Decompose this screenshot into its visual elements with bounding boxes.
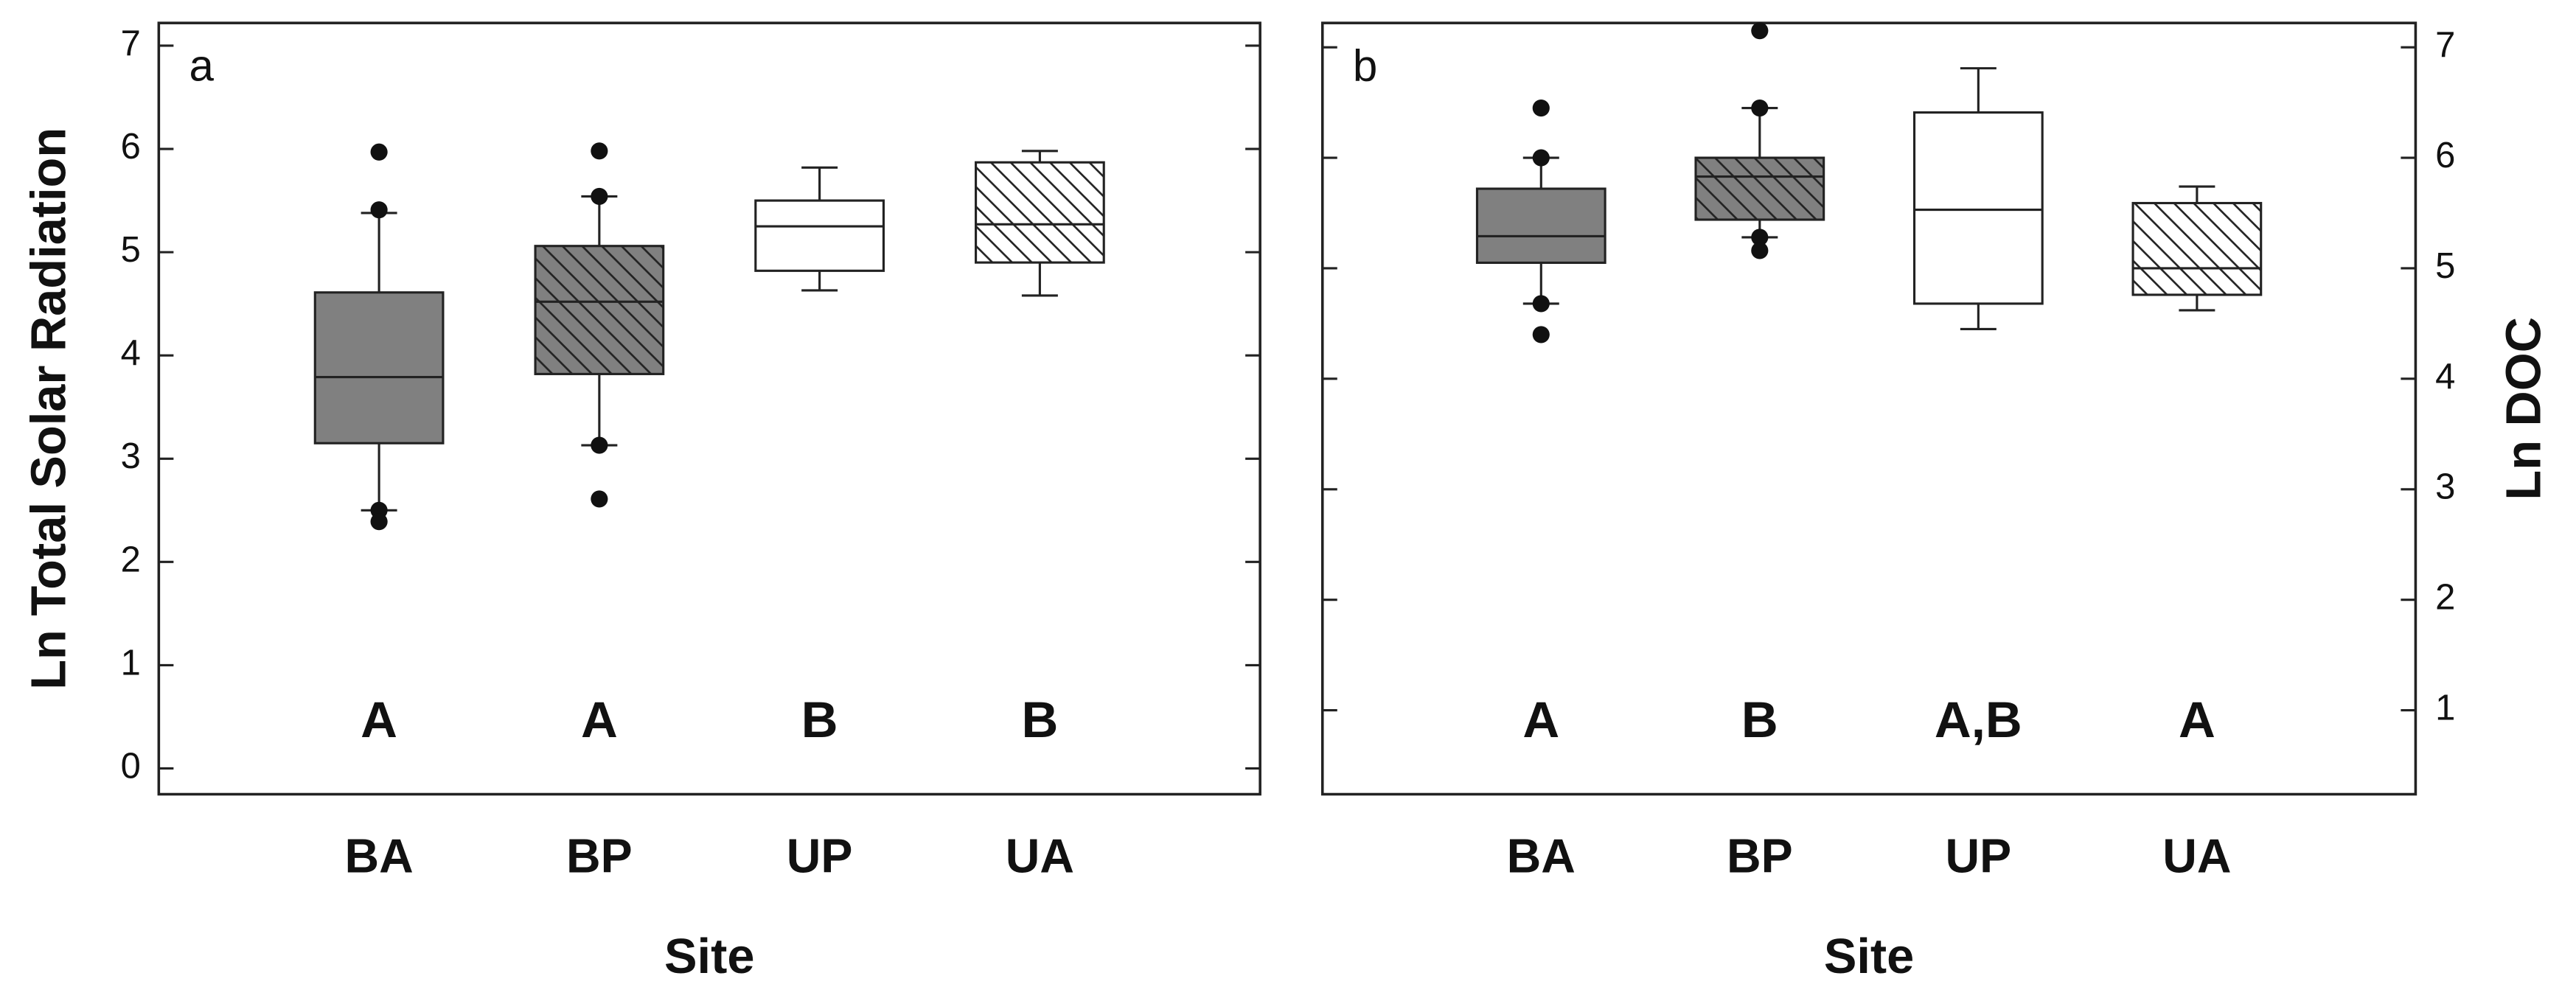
outlier	[370, 143, 388, 161]
box	[1912, 111, 2044, 305]
outlier	[1751, 100, 1769, 117]
panel-label: a	[189, 41, 215, 90]
group-letter: A,B	[1935, 691, 2022, 748]
y-tick-label: 7	[121, 24, 141, 63]
y-tick-label: 6	[2435, 136, 2455, 175]
box	[534, 245, 665, 375]
box	[313, 291, 445, 444]
group-letter: A	[361, 691, 397, 748]
x-tick-label: UP	[787, 830, 853, 883]
group-letter: A	[581, 691, 618, 748]
plot-frame	[157, 21, 1261, 796]
y-tick-label: 5	[2435, 246, 2455, 286]
x-tick-label: UA	[1006, 830, 1074, 883]
outlier	[1532, 149, 1550, 167]
y-tick-label: 1	[2435, 688, 2455, 728]
x-axis-label: Site	[664, 930, 754, 984]
outlier	[1532, 100, 1550, 117]
outlier	[1532, 326, 1550, 343]
x-tick-label: BA	[344, 830, 413, 883]
y-axis-label: Ln Total Solar Radiation	[21, 128, 76, 690]
outlier	[1751, 229, 1769, 246]
group-letter: B	[1741, 691, 1778, 748]
y-tick-label: 5	[121, 230, 141, 270]
box	[975, 161, 1105, 264]
outlier	[591, 490, 608, 508]
outlier	[370, 201, 388, 219]
group-letter: B	[1021, 691, 1058, 748]
y-tick-label: 3	[2435, 467, 2455, 507]
box	[754, 199, 885, 272]
y-tick-label: 7	[2435, 25, 2455, 65]
y-tick-label: 4	[2435, 357, 2455, 397]
outlier	[370, 513, 388, 531]
y-tick-label: 2	[2435, 578, 2455, 618]
outlier	[591, 187, 608, 206]
outlier	[591, 142, 608, 160]
box	[1475, 187, 1606, 265]
y-axis-label: Ln DOC	[2496, 317, 2551, 500]
plot-frame	[1320, 21, 2417, 796]
y-tick-label: 0	[121, 746, 141, 786]
x-tick-label: UP	[1946, 830, 2012, 883]
outlier	[1532, 295, 1550, 313]
x-tick-label: UA	[2162, 830, 2231, 883]
x-tick-label: BA	[1507, 830, 1576, 883]
outlier	[1751, 242, 1769, 259]
y-tick-label: 3	[121, 436, 141, 476]
group-letter: A	[2179, 691, 2215, 748]
group-letter: A	[1522, 691, 1559, 748]
x-tick-label: BP	[1727, 830, 1793, 883]
y-tick-label: 2	[121, 540, 141, 579]
y-tick-label: 1	[121, 643, 141, 683]
panel-label: b	[1353, 41, 1377, 90]
y-tick-label: 6	[121, 127, 141, 167]
x-tick-label: BP	[566, 830, 633, 883]
outlier	[591, 436, 608, 454]
y-tick-label: 4	[121, 333, 141, 373]
box	[1694, 156, 1825, 221]
outlier	[1751, 22, 1769, 40]
x-axis-label: Site	[1824, 930, 1914, 984]
group-letter: B	[801, 691, 838, 748]
box	[2131, 201, 2263, 296]
